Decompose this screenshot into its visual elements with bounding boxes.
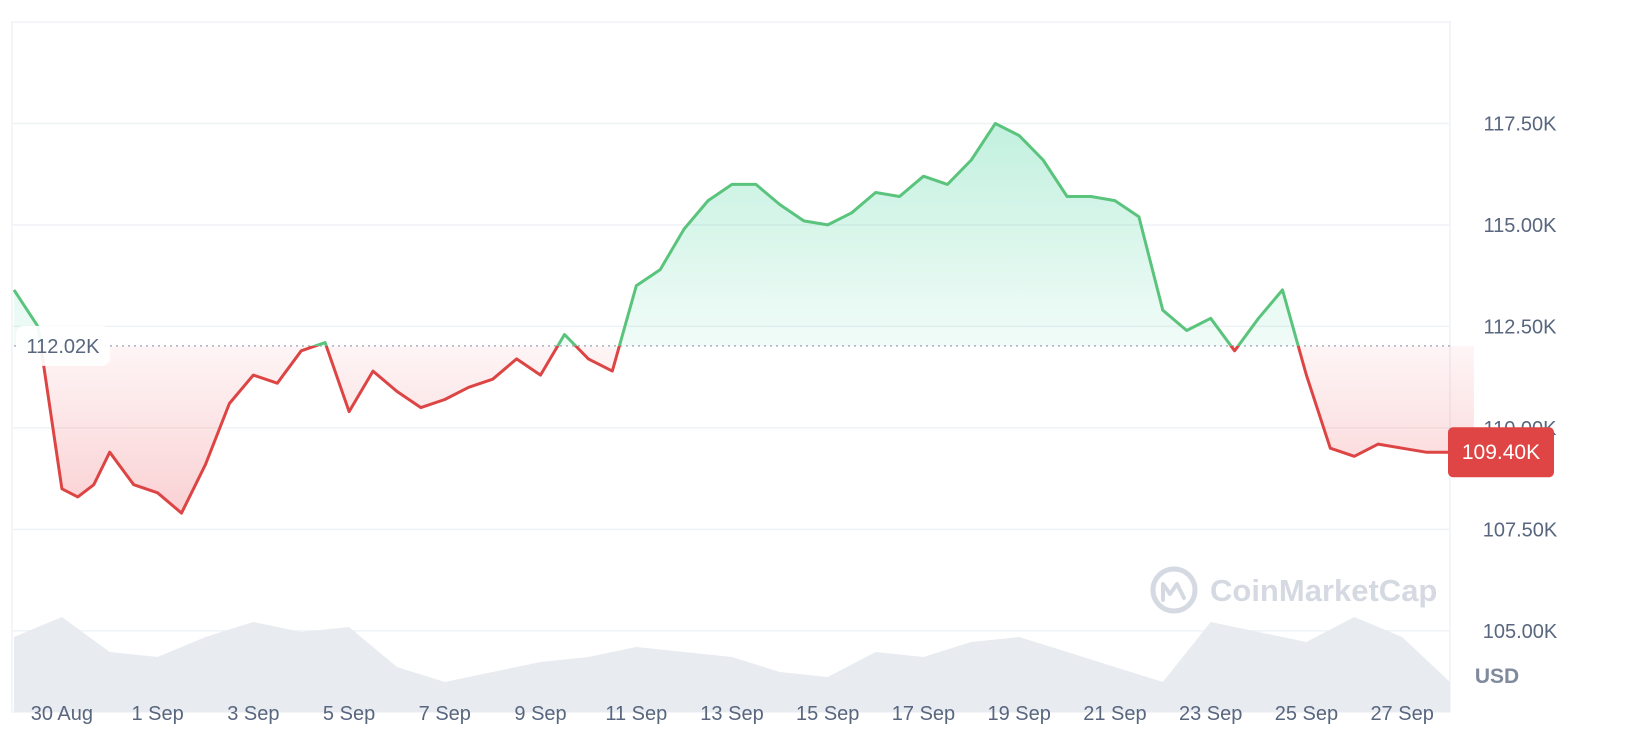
x-tick-label: 7 Sep <box>419 703 471 725</box>
x-tick-label: 3 Sep <box>227 703 279 725</box>
baseline-label-bg <box>16 325 110 366</box>
y-tick-label: 105.00K <box>1483 621 1558 643</box>
y-tick-label: 117.50K <box>1483 113 1557 135</box>
y-tick-label: 112.50K <box>1483 316 1557 338</box>
current-price-badge <box>1448 427 1554 478</box>
logo-mark <box>1161 582 1186 602</box>
volume-area <box>14 617 1450 712</box>
price-area-up <box>14 123 1474 346</box>
x-tick-label: 23 Sep <box>1179 703 1242 725</box>
x-tick-label: 13 Sep <box>700 703 763 725</box>
x-tick-label: 11 Sep <box>605 703 667 725</box>
x-tick-label: 5 Sep <box>323 703 375 725</box>
baseline-label: 112.02K <box>26 336 100 358</box>
price-area-down <box>40 345 1474 514</box>
watermark-text: CoinMarketCap <box>1210 573 1437 608</box>
logo-ring <box>1150 566 1198 614</box>
y-tick-label: 115.00K <box>1483 215 1557 237</box>
x-tick-label: 21 Sep <box>1083 703 1146 725</box>
y-unit-label: USD <box>1475 665 1519 688</box>
x-tick-label: 25 Sep <box>1275 703 1338 725</box>
price-line-down <box>39 345 1474 515</box>
price-line-up <box>12 122 1300 346</box>
x-tick-label: 27 Sep <box>1370 703 1433 725</box>
watermark: CoinMarketCap <box>1150 566 1437 614</box>
current-price-label: 109.40K <box>1462 441 1540 464</box>
x-tick-label: 9 Sep <box>514 703 566 725</box>
x-tick-label: 17 Sep <box>892 703 955 725</box>
x-tick-label: 19 Sep <box>988 703 1051 725</box>
y-tick-label: 107.50K <box>1483 519 1558 541</box>
x-tick-label: 30 Aug <box>31 703 93 725</box>
x-tick-label: 15 Sep <box>796 703 859 725</box>
coinmarketcap-logo-icon <box>1150 566 1198 614</box>
x-tick-label: 1 Sep <box>131 703 183 725</box>
